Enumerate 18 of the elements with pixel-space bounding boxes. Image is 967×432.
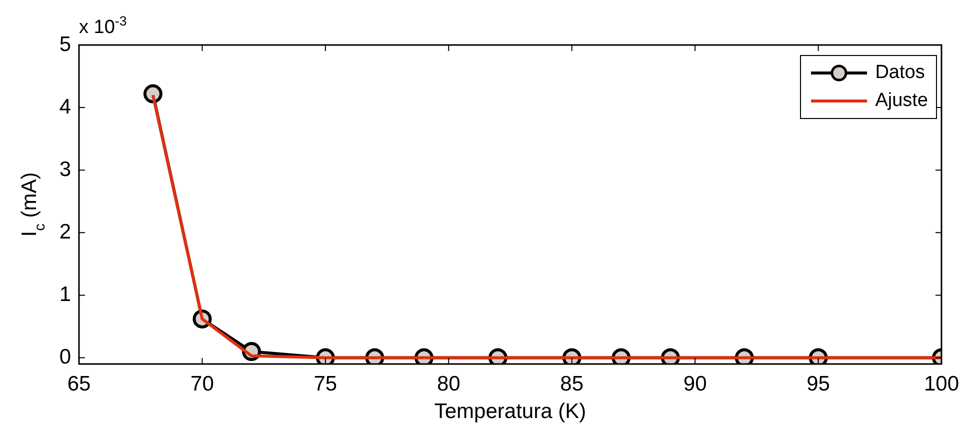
x-tick-label: 90 [683, 372, 707, 396]
y-tick-label: 3 [59, 158, 71, 181]
x-tick-label: 80 [436, 372, 460, 396]
x-tick-label: 75 [314, 372, 338, 396]
x-tick-label: 95 [806, 372, 830, 396]
x-tick-label: 85 [560, 372, 584, 396]
x-tick-label: 65 [67, 372, 91, 396]
y-tick-label: 2 [59, 220, 71, 244]
y-tick-label: 1 [59, 282, 71, 306]
x-tick-label: 100 [924, 372, 960, 396]
x-axis-title: Temperatura (K) [434, 400, 586, 423]
y-tick-label: 4 [59, 95, 72, 118]
y-tick-label: 5 [59, 32, 71, 56]
legend-label: Datos [875, 62, 925, 84]
y-tick-label: 0 [59, 346, 71, 369]
legend-label: Ajuste [875, 90, 928, 112]
y-axis-title: Ic (mA) [18, 172, 48, 237]
x-tick-label: 70 [190, 372, 214, 396]
